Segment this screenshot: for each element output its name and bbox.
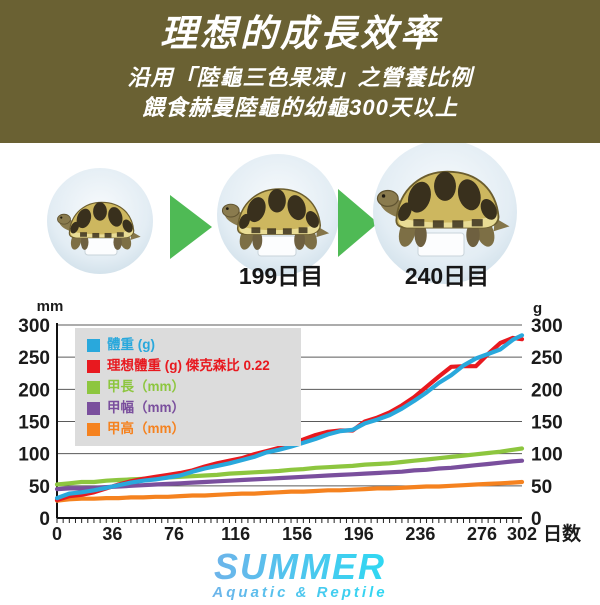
- series-line-0: [54, 333, 525, 501]
- left-axis-unit-label: mm: [37, 298, 64, 315]
- stage-3-day-label: 240日目: [405, 263, 489, 289]
- legend-label-3: 甲幅（mm）: [107, 399, 186, 415]
- y-tick-label-left-100: 100: [18, 445, 50, 466]
- turtle-stage-1: [47, 168, 153, 274]
- series-line-3: [54, 458, 525, 492]
- y-tick-label-left-300: 300: [18, 316, 50, 337]
- right-axis-unit-label: g: [533, 300, 542, 317]
- legend-item-0: 體重 (g): [87, 335, 297, 356]
- x-axis-title: 日数: [543, 522, 582, 545]
- legend-swatch-3: [87, 401, 100, 415]
- y-tick-label-right-100: 100: [531, 445, 563, 466]
- x-tick-label-116: 116: [221, 524, 250, 544]
- y-tick-label-right-50: 50: [531, 477, 552, 498]
- legend-label-0: 體重 (g): [107, 337, 155, 352]
- turtle-stage-2: [217, 154, 339, 276]
- x-tick-label-156: 156: [282, 524, 312, 544]
- brand-tagline: Aquatic & Reptile: [211, 584, 387, 600]
- legend-swatch-1: [87, 359, 100, 373]
- subtitle-line-1: 沿用「陸龜三色果凍」之營養比例: [127, 64, 473, 90]
- x-tick-label-0: 0: [52, 524, 62, 544]
- y-tick-label-right-150: 150: [531, 413, 563, 434]
- legend-swatch-2: [87, 380, 100, 394]
- x-tick-label-276: 276: [467, 524, 497, 544]
- series-line-4: [54, 479, 525, 503]
- legend-item-2: 甲長（mm）: [87, 377, 297, 398]
- turtle-growth-illustration: 199日目 240日目: [47, 143, 517, 289]
- legend-swatch-0: [87, 338, 100, 352]
- subtitle-line-2: 餵食赫曼陸龜的幼龜300天以上: [142, 95, 458, 121]
- growth-chart: 0 0 50 50 100 100 150 150 200 200 250 250 300 300 mm g 0…: [0, 295, 600, 548]
- x-tick-label-302: 302: [507, 524, 537, 544]
- legend-label-2: 甲長（mm）: [107, 378, 186, 394]
- y-tick-label-left-0: 0: [39, 509, 50, 530]
- page-title: 理想的成長效率: [160, 13, 440, 54]
- legend-swatch-4: [87, 422, 100, 436]
- y-tick-label-right-200: 200: [531, 380, 563, 401]
- chart-legend: 體重 (g) 理想體重 (g) 傑克森比 0.22 甲長（mm） 甲幅（mm） 甲高（m…: [75, 328, 301, 446]
- y-tick-label-right-0: 0: [531, 509, 542, 530]
- legend-item-3: 甲幅（mm）: [87, 398, 297, 419]
- header-banner: 理想的成長效率 沿用「陸龜三色果凍」之營養比例 餵食赫曼陸龜的幼龜300天以上: [0, 0, 600, 143]
- legend-label-4: 甲高（mm）: [107, 420, 186, 436]
- y-tick-label-left-50: 50: [29, 477, 50, 498]
- legend-label-1: 理想體重 (g) 傑克森比 0.22: [107, 357, 270, 373]
- stage-2-day-label: 199日目: [239, 263, 323, 289]
- x-tick-label-36: 36: [102, 524, 122, 544]
- growth-arrow-1: [170, 195, 212, 259]
- turtle-stage-3: [373, 143, 517, 284]
- y-tick-label-left-150: 150: [18, 413, 50, 434]
- y-tick-label-left-250: 250: [18, 348, 50, 369]
- growth-photo-strip: 199日目 240日目: [0, 143, 600, 295]
- x-tick-label-196: 196: [344, 524, 374, 544]
- y-tick-label-right-300: 300: [531, 316, 563, 337]
- x-tick-label-236: 236: [405, 524, 435, 544]
- x-tick-label-76: 76: [164, 524, 184, 544]
- brand-logo-text: SUMMER: [214, 548, 386, 587]
- growth-arrow-2: [338, 189, 378, 257]
- legend-item-1: 理想體重 (g) 傑克森比 0.22: [87, 356, 297, 377]
- y-tick-label-right-250: 250: [531, 348, 563, 369]
- legend-item-4: 甲高（mm）: [87, 419, 297, 440]
- footer-logo: SUMMER Aquatic & Reptile: [0, 546, 600, 601]
- y-tick-label-left-200: 200: [18, 380, 50, 401]
